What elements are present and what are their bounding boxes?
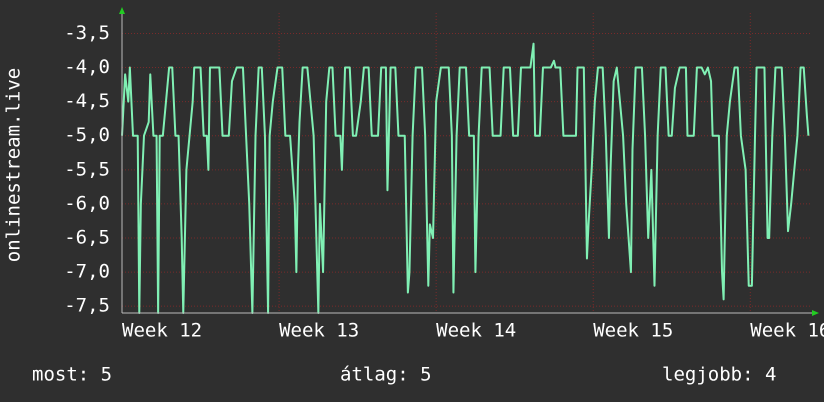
data-line bbox=[121, 42, 810, 314]
y-tick-label: -6,0 bbox=[64, 192, 110, 214]
y-tick-label: -5,0 bbox=[64, 124, 110, 146]
y-tick-label: -7,5 bbox=[64, 295, 110, 317]
y-tick-label: -3,5 bbox=[64, 22, 110, 44]
x-tick-label: Week 15 bbox=[593, 320, 673, 342]
x-axis-arrow bbox=[812, 310, 819, 316]
footer-best: legjobb: 4 bbox=[662, 364, 776, 386]
footer-average: átlag: 5 bbox=[340, 364, 432, 386]
y-tick-label: -7,0 bbox=[64, 261, 110, 283]
y-tick-label: -5,5 bbox=[64, 158, 110, 180]
y-tick-label: -4,0 bbox=[64, 56, 110, 78]
x-tick-label: Week 12 bbox=[122, 320, 202, 342]
footer-now: most: 5 bbox=[32, 364, 112, 386]
y-tick-label: -6,5 bbox=[64, 227, 110, 249]
plot-area bbox=[121, 42, 810, 314]
x-tick-label: Week 13 bbox=[279, 320, 359, 342]
x-tick-label: Week 16 bbox=[750, 320, 824, 342]
y-tick-label: -4,5 bbox=[64, 90, 110, 112]
y-axis-label: onlinestream.live bbox=[3, 68, 25, 262]
y-axis-arrow bbox=[119, 7, 125, 14]
x-tick-label: Week 14 bbox=[436, 320, 516, 342]
grid bbox=[121, 13, 810, 313]
